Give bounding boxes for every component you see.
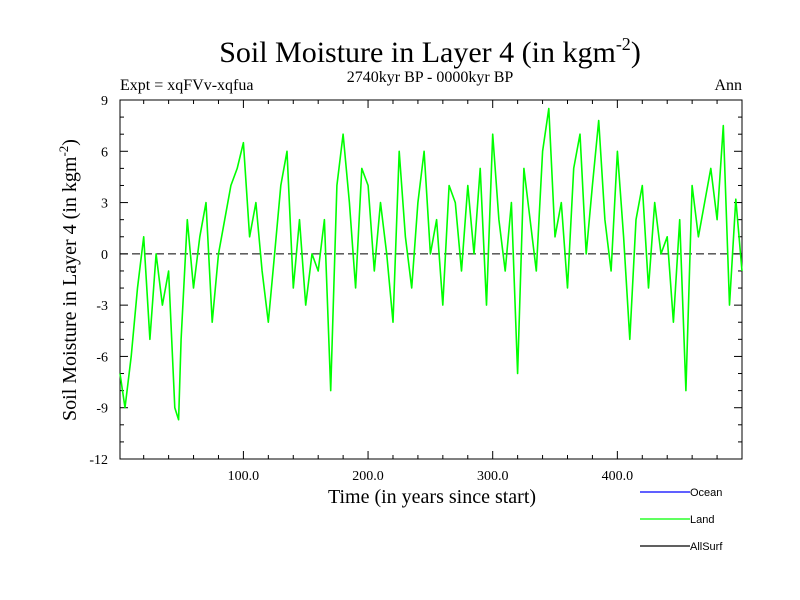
y-tick-label: -3 [96, 299, 108, 314]
y-tick-label: 3 [101, 197, 108, 212]
x-tick-label: 200.0 [352, 469, 384, 484]
y-tick-label: -6 [96, 350, 108, 365]
legend-label-allsurf: AllSurf [690, 541, 723, 553]
plot-frame [119, 99, 743, 460]
subtitle-right: Ann [714, 77, 742, 94]
data-series [119, 107, 743, 421]
y-tick-label: 6 [101, 145, 108, 160]
x-axis-label: Time (in years since start) [328, 486, 536, 508]
y-tick-label: 9 [101, 94, 108, 109]
series-line-land [119, 107, 743, 421]
legend: Ocean Land AllSurf [640, 487, 723, 553]
y-tick-label: -9 [96, 402, 108, 417]
x-tick-label: 300.0 [477, 469, 509, 484]
y-tick-label: -12 [89, 453, 108, 468]
subtitle-left: Expt = xqFVv-xqfua [120, 77, 253, 94]
axis-ticks: -12 -9 -6 -3 0 3 6 9 100.0 200.0 300.0 400.0 [89, 94, 742, 484]
y-axis-label: Soil Moisture in Layer 4 (in kgm-2) [56, 139, 81, 421]
legend-label-land: Land [690, 514, 714, 526]
y-tick-label: 0 [101, 248, 108, 263]
subtitle-center: 2740kyr BP - 0000kyr BP [347, 69, 514, 86]
x-tick-label: 100.0 [228, 469, 260, 484]
chart-title: Soil Moisture in Layer 4 (in kgm-2) [219, 34, 641, 69]
legend-label-ocean: Ocean [690, 487, 722, 499]
x-tick-label: 400.0 [602, 469, 634, 484]
